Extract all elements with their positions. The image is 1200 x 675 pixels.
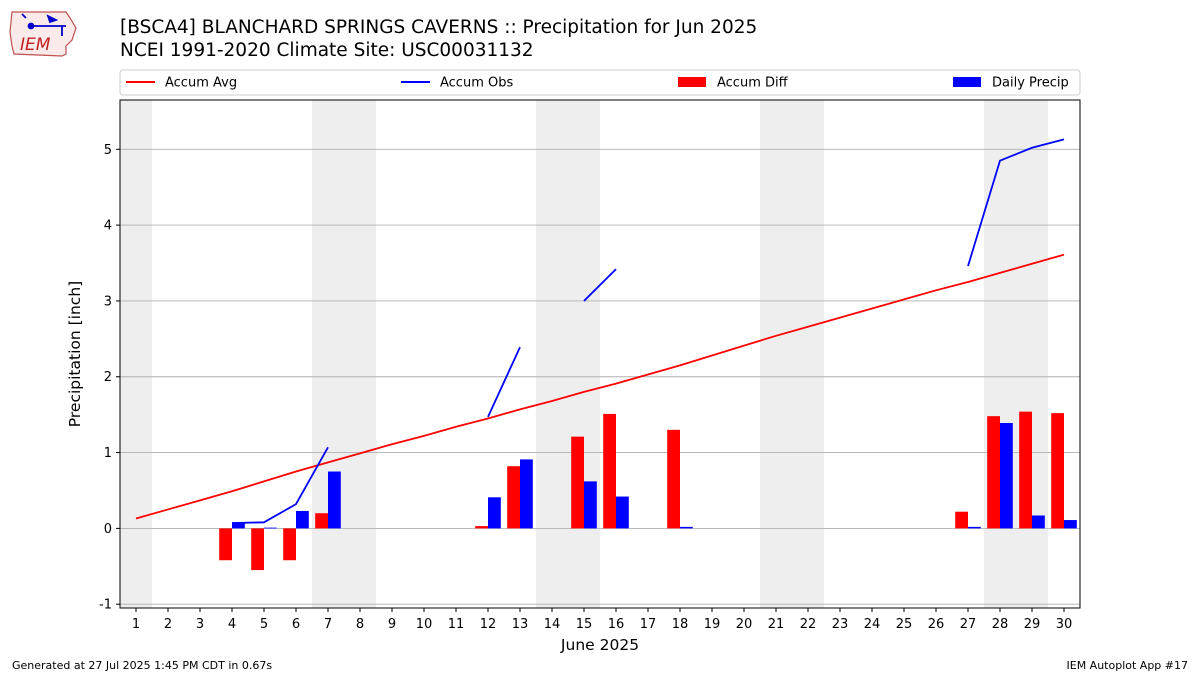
x-tick-label: 22	[800, 617, 817, 632]
x-tick-label: 29	[1024, 617, 1041, 632]
x-tick-label: 17	[640, 617, 657, 632]
x-tick-label: 13	[512, 617, 529, 632]
legend-box	[119, 69, 1081, 96]
legend-accum-diff-label: Accum Diff	[717, 76, 789, 91]
x-tick-label: 19	[704, 617, 721, 632]
generated-timestamp: Generated at 27 Jul 2025 1:45 PM CDT in …	[12, 659, 273, 672]
y-tick-label: 5	[104, 143, 112, 158]
accum-diff-bar	[955, 511, 968, 529]
legend-daily-precip-swatch	[953, 77, 981, 87]
daily-precip-bar	[968, 526, 981, 529]
daily-precip-bar	[232, 523, 245, 529]
x-tick-label: 25	[896, 617, 913, 632]
daily-precip-bar	[680, 526, 693, 529]
accum-obs-line	[487, 346, 521, 418]
y-tick-label: -1	[99, 598, 112, 613]
daily-precip-bar	[520, 459, 533, 529]
x-tick-label: 30	[1056, 617, 1073, 632]
x-tick-label: 2	[164, 617, 172, 632]
x-tick-label: 20	[736, 617, 753, 632]
weather-station-icon	[21, 13, 66, 36]
x-tick-label: 15	[576, 617, 593, 632]
x-tick-label: 27	[960, 617, 977, 632]
x-tick-label: 4	[228, 617, 236, 632]
x-tick-label: 23	[832, 617, 849, 632]
daily-precip-bar	[1064, 520, 1077, 529]
accum-obs-line	[231, 446, 329, 524]
accum-diff-bar	[251, 528, 264, 571]
x-tick-label: 18	[672, 617, 689, 632]
accum-diff-bar	[315, 513, 328, 529]
chart-subtitle: NCEI 1991-2020 Climate Site: USC00031132	[120, 40, 534, 61]
y-tick-label: 4	[104, 219, 112, 234]
daily-precip-bar	[584, 481, 597, 529]
accum-diff-bar	[475, 526, 488, 529]
logo-text: IEM	[20, 35, 51, 55]
x-tick-label: 14	[544, 617, 561, 632]
plot-frame	[119, 99, 1081, 609]
y-tick-label: 1	[104, 446, 112, 461]
weekend-shade	[312, 100, 376, 608]
x-tick-label: 5	[260, 617, 268, 632]
weekend-shade	[536, 100, 600, 608]
y-tick-label: 0	[104, 522, 112, 537]
x-tick-label: 16	[608, 617, 625, 632]
daily-precip-bar	[1032, 515, 1045, 529]
accum-diff-bar	[507, 466, 520, 529]
x-tick-label: 1	[132, 617, 140, 632]
x-tick-label: 9	[388, 617, 396, 632]
iowa-map-outline-icon	[9, 11, 77, 57]
accum-diff-bar	[667, 429, 680, 529]
accum-obs-line	[583, 268, 617, 302]
daily-precip-bar	[264, 527, 277, 529]
accum-diff-bar	[1051, 413, 1064, 529]
daily-precip-bar	[296, 510, 309, 529]
y-tick-label: 3	[104, 294, 112, 309]
daily-precip-bar	[328, 471, 341, 529]
legend-accum-diff-swatch	[678, 77, 706, 87]
y-tick-label: 2	[104, 370, 112, 385]
accum-avg-line	[135, 253, 1065, 520]
iem-logo: IEM	[9, 11, 77, 57]
x-tick-label: 24	[864, 617, 881, 632]
y-axis-label: Precipitation [inch]	[66, 281, 84, 427]
accum-diff-bar	[987, 416, 1000, 529]
x-tick-label: 10	[416, 617, 433, 632]
accum-diff-bar	[1019, 411, 1032, 529]
daily-precip-bar	[488, 497, 501, 529]
x-tick-label: 21	[768, 617, 785, 632]
weekend-shade	[120, 100, 152, 608]
x-tick-label: 12	[480, 617, 497, 632]
chart-title: [BSCA4] BLANCHARD SPRINGS CAVERNS :: Pre…	[120, 17, 758, 38]
x-axis-label: June 2025	[560, 636, 639, 654]
legend-daily-precip-label: Daily Precip	[992, 76, 1069, 91]
accum-diff-bar	[283, 528, 296, 561]
x-tick-label: 8	[356, 617, 364, 632]
weekend-shade	[760, 100, 824, 608]
daily-precip-bar	[616, 496, 629, 529]
x-tick-label: 11	[448, 617, 465, 632]
app-label: IEM Autoplot App #17	[1066, 659, 1189, 672]
accum-obs-line	[967, 138, 1065, 267]
x-tick-label: 28	[992, 617, 1009, 632]
accum-diff-bar	[219, 528, 232, 561]
x-tick-label: 6	[292, 617, 300, 632]
legend-accum-obs-label: Accum Obs	[440, 76, 513, 91]
legend-accum-avg-label: Accum Avg	[165, 76, 237, 91]
x-tick-label: 26	[928, 617, 945, 632]
x-tick-label: 3	[196, 617, 204, 632]
daily-precip-bar	[1000, 422, 1013, 529]
x-tick-label: 7	[324, 617, 332, 632]
weekend-shade	[984, 100, 1048, 608]
accum-diff-bar	[571, 436, 584, 529]
accum-diff-bar	[603, 413, 616, 529]
